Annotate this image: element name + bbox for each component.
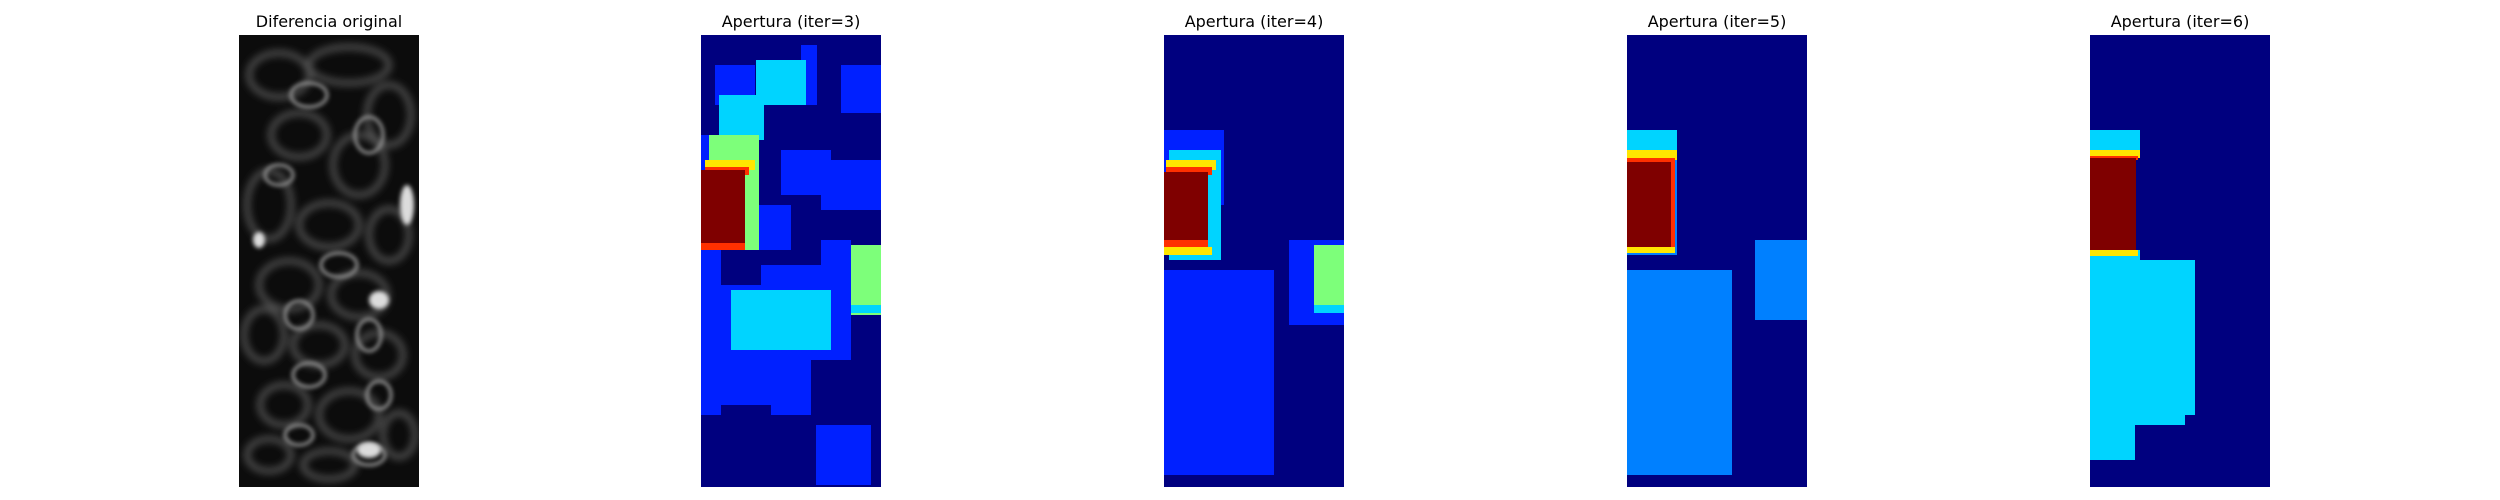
panel-apertura-iter-3: Apertura (iter=3) <box>701 0 881 500</box>
panel-title: Apertura (iter=6) <box>2110 12 2250 31</box>
panel-title: Apertura (iter=4) <box>1184 12 1324 31</box>
panel-title: Diferencia original <box>255 12 403 31</box>
label-map-iter-6 <box>2090 35 2270 487</box>
panel-apertura-iter-4: Apertura (iter=4) <box>1164 0 1344 500</box>
panel-apertura-iter-6: Apertura (iter=6) <box>2090 0 2270 500</box>
panel-apertura-iter-5: Apertura (iter=5) <box>1627 0 1807 500</box>
grayscale-difference-image <box>239 35 419 487</box>
panel-original-difference: Diferencia original <box>239 0 419 500</box>
label-map-iter-3 <box>701 35 881 487</box>
label-map-iter-4 <box>1164 35 1344 487</box>
panel-title: Apertura (iter=5) <box>1647 12 1787 31</box>
panel-title: Apertura (iter=3) <box>721 12 861 31</box>
label-map-iter-5 <box>1627 35 1807 487</box>
